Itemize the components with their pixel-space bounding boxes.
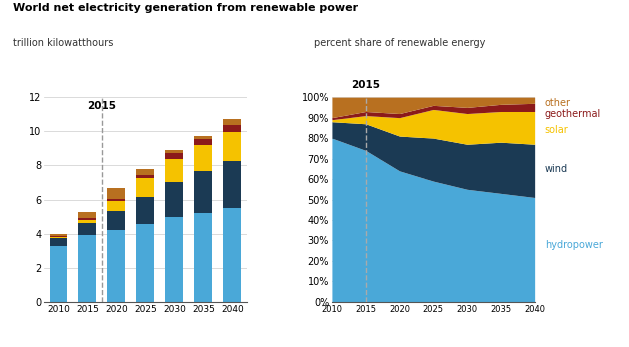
- Bar: [136, 224, 154, 302]
- Bar: [165, 150, 183, 153]
- Bar: [194, 170, 213, 213]
- Bar: [194, 136, 213, 139]
- Bar: [79, 212, 96, 218]
- Bar: [108, 211, 125, 230]
- Text: trillion kilowatthours: trillion kilowatthours: [13, 38, 113, 48]
- Bar: [136, 169, 154, 175]
- Bar: [79, 220, 96, 223]
- Bar: [79, 235, 96, 302]
- Text: 2015: 2015: [351, 80, 380, 90]
- Text: geothermal: geothermal: [545, 109, 601, 119]
- Bar: [136, 197, 154, 224]
- Bar: [165, 183, 183, 217]
- Bar: [108, 199, 125, 201]
- Bar: [165, 159, 183, 183]
- Bar: [50, 238, 67, 246]
- Text: World net electricity generation from renewable power: World net electricity generation from re…: [13, 3, 358, 14]
- Bar: [108, 230, 125, 302]
- Text: percent share of renewable energy: percent share of renewable energy: [314, 38, 486, 48]
- Bar: [223, 132, 242, 161]
- Bar: [50, 236, 67, 237]
- Bar: [79, 223, 96, 235]
- Bar: [194, 139, 213, 145]
- Bar: [50, 235, 67, 236]
- Bar: [136, 178, 154, 197]
- Text: other: other: [545, 98, 571, 108]
- Bar: [194, 145, 213, 170]
- Bar: [136, 175, 154, 178]
- Bar: [223, 208, 242, 302]
- Text: solar: solar: [545, 125, 569, 135]
- Text: 2015: 2015: [87, 101, 116, 111]
- Bar: [223, 125, 242, 132]
- Bar: [108, 188, 125, 199]
- Bar: [79, 218, 96, 220]
- Text: hydropower: hydropower: [545, 239, 603, 249]
- Text: wind: wind: [545, 164, 568, 174]
- Bar: [50, 246, 67, 302]
- Bar: [223, 161, 242, 208]
- Bar: [165, 217, 183, 302]
- Bar: [50, 237, 67, 238]
- Bar: [194, 213, 213, 302]
- Bar: [223, 119, 242, 125]
- Bar: [165, 153, 183, 159]
- Bar: [108, 201, 125, 211]
